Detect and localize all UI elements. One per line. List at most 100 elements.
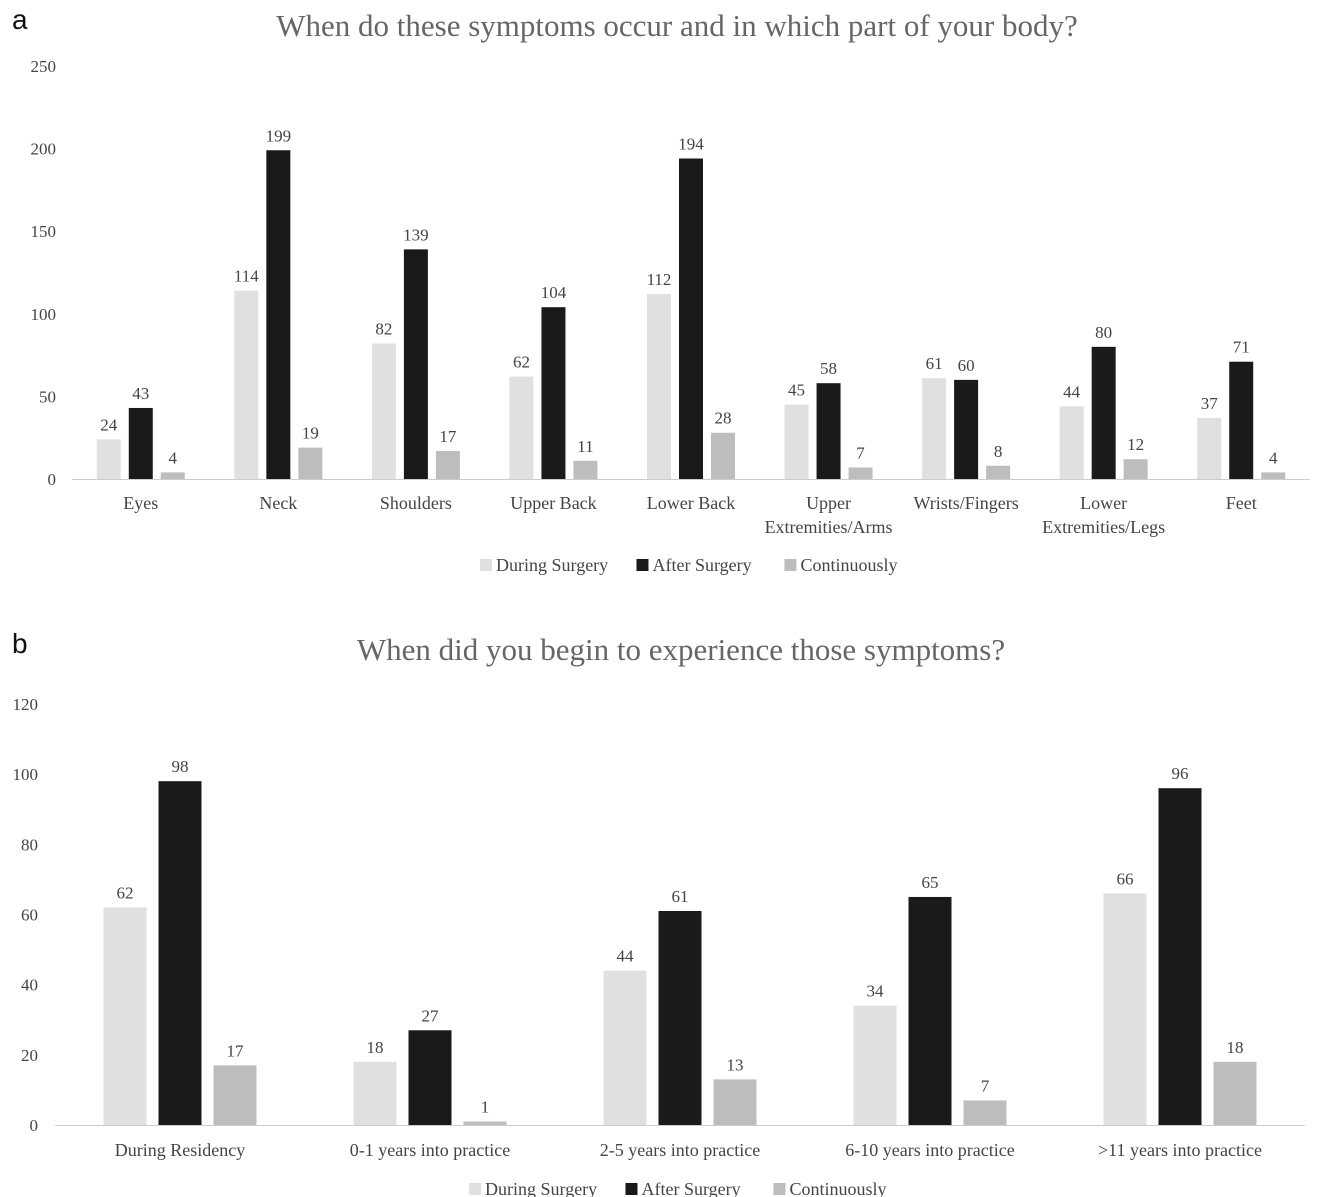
data-label: 44 bbox=[617, 947, 635, 966]
data-label: 58 bbox=[820, 359, 837, 378]
y-tick-label: 50 bbox=[39, 387, 56, 406]
chart-title: When did you begin to experience those s… bbox=[357, 632, 1005, 667]
bar-during-surgery bbox=[784, 404, 809, 479]
bar-after-surgery bbox=[908, 896, 952, 1125]
legend-swatch-continuously bbox=[773, 1183, 786, 1195]
data-label: 27 bbox=[422, 1006, 440, 1025]
data-label: 61 bbox=[926, 354, 943, 373]
x-tick-label: Extremities/Arms bbox=[765, 517, 893, 537]
bar-during-surgery bbox=[1197, 417, 1222, 479]
bar-after-surgery bbox=[266, 150, 291, 479]
bar-during-surgery bbox=[1103, 893, 1147, 1125]
data-label: 199 bbox=[266, 126, 292, 145]
x-tick-label: Upper Back bbox=[510, 493, 596, 513]
y-tick-label: 100 bbox=[31, 305, 57, 324]
data-label: 80 bbox=[1095, 323, 1112, 342]
data-label: 45 bbox=[788, 381, 805, 400]
data-label: 114 bbox=[234, 267, 259, 286]
data-label: 37 bbox=[1201, 394, 1219, 413]
y-tick-label: 250 bbox=[31, 57, 57, 76]
panel-letter-a: a bbox=[12, 4, 28, 35]
data-label: 112 bbox=[647, 270, 672, 289]
x-tick-label: During Residency bbox=[115, 1140, 245, 1160]
chart-title: When do these symptoms occur and in whic… bbox=[276, 8, 1078, 43]
data-label: 18 bbox=[1227, 1038, 1244, 1057]
bar-continuously bbox=[986, 465, 1011, 479]
x-tick-label: Eyes bbox=[123, 493, 158, 513]
data-label: 19 bbox=[302, 424, 319, 443]
bar-during-surgery bbox=[353, 1061, 397, 1125]
x-tick-label: Feet bbox=[1226, 493, 1257, 513]
bar-continuously bbox=[298, 447, 323, 479]
bar-during-surgery bbox=[853, 1005, 897, 1125]
bar-after-surgery bbox=[816, 383, 841, 479]
data-label: 17 bbox=[227, 1041, 245, 1060]
data-label: 8 bbox=[994, 442, 1003, 461]
bar-after-surgery bbox=[158, 781, 202, 1125]
x-tick-label: Shoulders bbox=[380, 493, 452, 513]
legend-label-after-surgery: After Surgery bbox=[652, 555, 751, 575]
y-tick-label: 150 bbox=[31, 222, 57, 241]
legend-swatch-continuously bbox=[784, 559, 797, 571]
x-tick-label: 0-1 years into practice bbox=[350, 1140, 510, 1160]
bar-after-surgery bbox=[1091, 346, 1116, 479]
bar-continuously bbox=[1213, 1061, 1257, 1125]
bar-during-surgery bbox=[603, 970, 647, 1125]
legend-swatch-during-surgery bbox=[480, 559, 493, 571]
data-label: 43 bbox=[132, 384, 149, 403]
legend-swatch-during-surgery bbox=[469, 1183, 482, 1195]
data-label: 28 bbox=[715, 409, 732, 428]
bar-continuously bbox=[1123, 459, 1148, 479]
y-tick-label: 0 bbox=[48, 470, 57, 489]
data-label: 1 bbox=[481, 1097, 490, 1116]
y-tick-label: 80 bbox=[21, 835, 38, 854]
legend-label-after-surgery: After Surgery bbox=[641, 1179, 740, 1197]
bar-during-surgery bbox=[96, 439, 121, 479]
legend-label-during-surgery: During Surgery bbox=[485, 1179, 597, 1197]
y-tick-label: 20 bbox=[21, 1046, 38, 1065]
bar-continuously bbox=[160, 472, 185, 479]
bar-after-surgery bbox=[658, 910, 702, 1125]
data-label: 12 bbox=[1127, 435, 1144, 454]
data-label: 62 bbox=[513, 353, 530, 372]
bar-after-surgery bbox=[679, 158, 703, 479]
y-tick-label: 200 bbox=[31, 140, 57, 159]
x-tick-label: 2-5 years into practice bbox=[600, 1140, 760, 1160]
data-label: 24 bbox=[100, 415, 118, 434]
data-label: 11 bbox=[577, 437, 593, 456]
x-tick-label: >11 years into practice bbox=[1098, 1140, 1262, 1160]
data-label: 34 bbox=[867, 982, 885, 1001]
legend-swatch-after-surgery bbox=[625, 1183, 638, 1195]
x-tick-label: 6-10 years into practice bbox=[845, 1140, 1014, 1160]
y-tick-label: 120 bbox=[13, 695, 39, 714]
chart-panel-b: b When did you begin to experience those… bbox=[0, 620, 1323, 1197]
y-tick-label: 60 bbox=[21, 906, 38, 925]
data-label: 194 bbox=[678, 135, 704, 154]
x-tick-label: Extremities/Legs bbox=[1042, 517, 1165, 537]
x-tick-label: Upper bbox=[806, 493, 851, 513]
data-label: 7 bbox=[856, 443, 865, 462]
bar-during-surgery bbox=[234, 290, 259, 479]
data-label: 98 bbox=[172, 757, 189, 776]
data-label: 82 bbox=[375, 320, 392, 339]
bar-during-surgery bbox=[1059, 406, 1084, 479]
data-label: 62 bbox=[117, 883, 134, 902]
y-tick-label: 0 bbox=[30, 1116, 39, 1135]
data-label: 17 bbox=[439, 427, 457, 446]
bar-continuously bbox=[848, 467, 873, 479]
data-label: 104 bbox=[541, 283, 567, 302]
bar-during-surgery bbox=[647, 293, 671, 479]
x-tick-label: Neck bbox=[259, 493, 297, 513]
bar-continuously bbox=[213, 1065, 257, 1125]
y-tick-label: 40 bbox=[21, 976, 38, 995]
y-tick-label: 100 bbox=[13, 765, 39, 784]
bar-continuously bbox=[713, 1079, 757, 1125]
bar-continuously bbox=[435, 450, 460, 479]
data-label: 139 bbox=[403, 225, 429, 244]
data-label: 44 bbox=[1063, 382, 1081, 401]
x-tick-label: Lower bbox=[1080, 493, 1127, 513]
bar-after-surgery bbox=[408, 1030, 452, 1125]
bar-continuously bbox=[963, 1100, 1007, 1125]
data-label: 71 bbox=[1233, 338, 1250, 357]
data-label: 7 bbox=[981, 1076, 990, 1095]
